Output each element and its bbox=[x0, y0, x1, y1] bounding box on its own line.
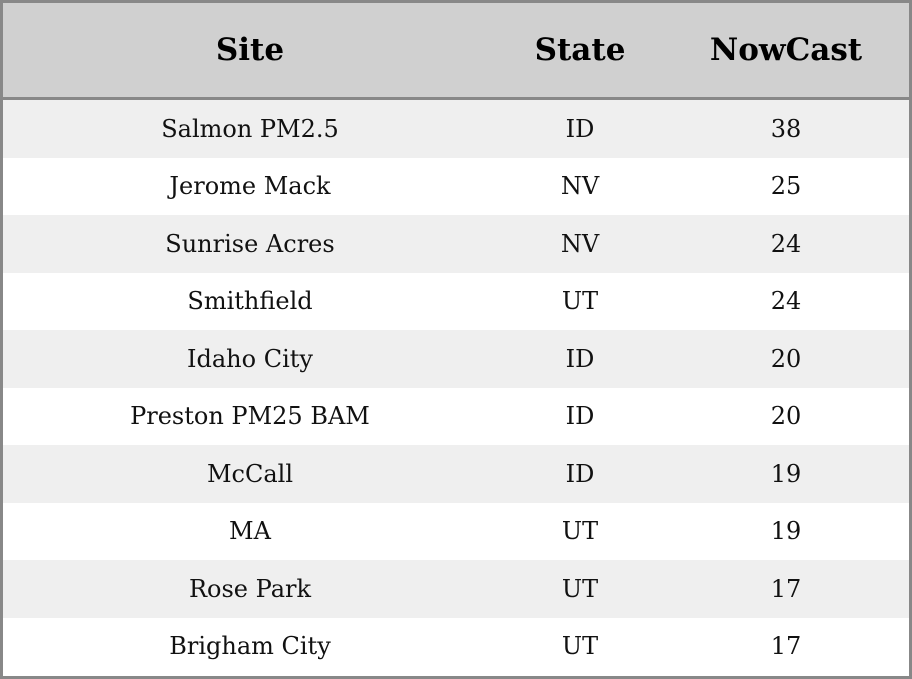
table-row: Idaho City ID 20 bbox=[3, 330, 909, 388]
table-cell: 24 bbox=[770, 287, 802, 316]
table-cell: Rose Park bbox=[188, 574, 312, 603]
table-cell: 20 bbox=[770, 402, 802, 431]
table-cell: UT bbox=[561, 517, 599, 546]
table-row: Rose Park UT 17 bbox=[3, 560, 909, 618]
table-cell: UT bbox=[561, 632, 599, 661]
table-cell: Preston PM25 BAM bbox=[130, 402, 370, 431]
table-row: Jerome Mack NV 25 bbox=[3, 158, 909, 216]
table-cell: ID bbox=[565, 114, 595, 143]
table-cell: 38 bbox=[770, 114, 802, 143]
table-cell: 20 bbox=[770, 344, 802, 373]
column-header: Site bbox=[215, 32, 285, 68]
table-cell: 17 bbox=[770, 632, 802, 661]
table-row: Sunrise Acres NV 24 bbox=[3, 215, 909, 273]
table-cell: Idaho City bbox=[187, 344, 313, 373]
column-header: State bbox=[534, 32, 626, 68]
table-row: McCall ID 19 bbox=[3, 445, 909, 503]
table-cell: ID bbox=[565, 402, 595, 431]
table-row: Brigham City UT 17 bbox=[3, 618, 909, 676]
table-cell: Brigham City bbox=[169, 632, 331, 661]
table-cell: NV bbox=[560, 172, 600, 201]
table-cell: Salmon PM2.5 bbox=[161, 114, 339, 143]
table-cell: 17 bbox=[770, 574, 802, 603]
table-cell: 19 bbox=[770, 517, 802, 546]
table-cell: 25 bbox=[770, 172, 802, 201]
table-cell: Smithfield bbox=[187, 287, 313, 316]
table-cell: NV bbox=[560, 229, 600, 258]
table-cell: UT bbox=[561, 287, 599, 316]
table-cell: UT bbox=[561, 574, 599, 603]
table-cell: ID bbox=[565, 459, 595, 488]
table-row: Salmon PM2.5 ID 38 bbox=[3, 100, 909, 158]
column-header: NowCast bbox=[709, 32, 863, 68]
table-cell: 24 bbox=[770, 229, 802, 258]
table-row: Smithfield UT 24 bbox=[3, 273, 909, 331]
table-row: MA UT 19 bbox=[3, 503, 909, 561]
table-cell: 19 bbox=[770, 459, 802, 488]
table-cell: ID bbox=[565, 344, 595, 373]
table-cell: McCall bbox=[206, 459, 294, 488]
table-row: Preston PM25 BAM ID 20 bbox=[3, 388, 909, 446]
table-cell: MA bbox=[229, 517, 271, 546]
table-cell: Sunrise Acres bbox=[165, 229, 335, 258]
header-row: Site State NowCast bbox=[3, 3, 909, 100]
table-cell: Jerome Mack bbox=[169, 172, 331, 201]
